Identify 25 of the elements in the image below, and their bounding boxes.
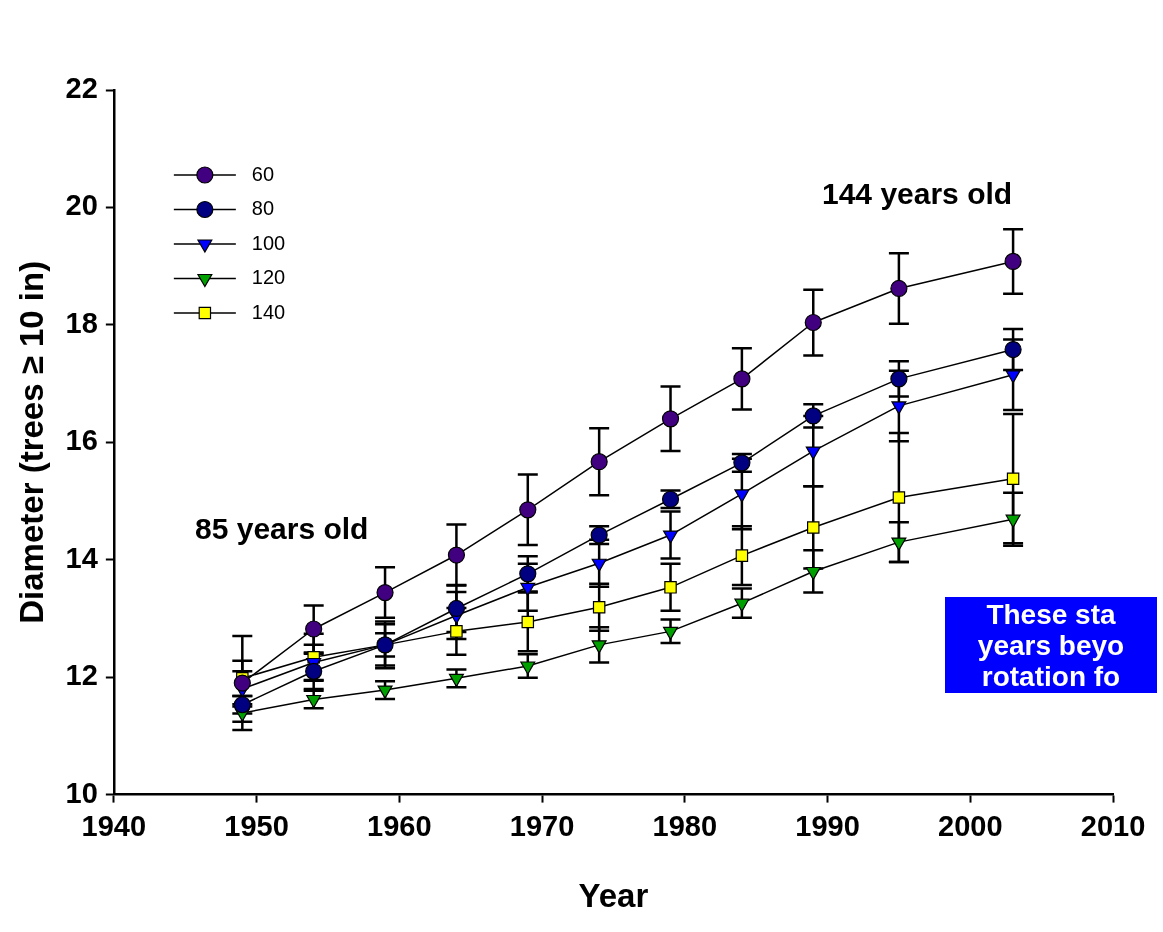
annotation: 85 years old <box>195 512 369 546</box>
y-tick-label: 22 <box>65 72 98 104</box>
legend-label: 60 <box>251 162 275 185</box>
legend-label: 100 <box>251 231 286 254</box>
legend-label: 140 <box>251 300 286 323</box>
x-tick-label: 2010 <box>1080 810 1146 842</box>
x-tick-label: 1970 <box>509 810 575 842</box>
x-tick-label: 1940 <box>81 810 147 842</box>
legend-label: 80 <box>251 197 275 220</box>
x-tick-label: 1990 <box>795 810 860 842</box>
x-tick-label: 2000 <box>938 810 1003 842</box>
x-tick-label: 1980 <box>652 810 718 842</box>
y-tick-label: 18 <box>65 306 98 339</box>
y-tick-label: 20 <box>65 189 98 222</box>
annotation: 144 years old <box>822 177 1013 211</box>
y-tick-label: 12 <box>65 659 98 692</box>
y-axis-title: Diameter (trees ≥ 10 in) <box>12 260 50 624</box>
y-tick-label: 14 <box>65 541 98 574</box>
x-tick-label: 1960 <box>367 810 432 842</box>
y-tick-label: 10 <box>65 776 98 809</box>
y-tick-label: 16 <box>65 424 98 457</box>
legend-label: 120 <box>251 266 286 289</box>
x-axis-title: Year <box>578 877 649 915</box>
x-tick-label: 1950 <box>224 810 289 842</box>
annotation: These sta years beyo rotation fo <box>945 597 1157 693</box>
